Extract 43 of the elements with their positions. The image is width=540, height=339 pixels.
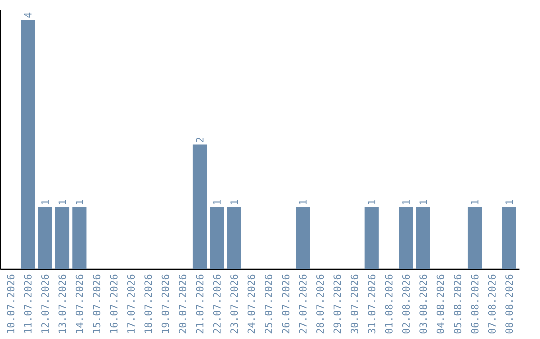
data-label: 1 [76, 200, 84, 204]
x-tick-label: 13.07.2026 [58, 274, 66, 333]
x-tick-label: 07.08.2026 [488, 274, 496, 334]
x-tick-label: 20.07.2026 [179, 274, 187, 334]
data-label: 1 [368, 200, 376, 204]
data-label: 1 [42, 200, 49, 204]
data-label: 4 [24, 12, 32, 18]
x-tick-label: 01.08.2026 [385, 274, 393, 334]
x-tick-label: 22.07.2026 [213, 274, 221, 334]
data-label: 1 [300, 200, 307, 204]
x-tick-label: 17.07.2026 [127, 274, 136, 333]
x-tick-label: 18.07.2026 [144, 274, 152, 333]
x-tick-label: 25.07.2026 [264, 274, 273, 334]
x-tick-label: 26.07.2026 [282, 274, 290, 334]
x-tick-label: 08.08.2026 [506, 274, 514, 334]
x-tick-label: 05.08.2026 [454, 274, 462, 334]
data-label: 2 [196, 138, 204, 142]
x-tick-label: 15.07.2026 [93, 274, 101, 333]
data-label: 1 [58, 200, 66, 204]
x-tick-label: 29.07.2026 [334, 274, 342, 334]
x-tick-label: 24.07.2026 [248, 274, 256, 334]
x-tick-label: 30.07.2026 [350, 274, 358, 334]
x-tick-label: 16.07.2026 [110, 274, 118, 333]
x-tick-label: 23.07.2026 [230, 274, 238, 334]
x-tick-label: 11.07.2026 [24, 274, 32, 333]
data-label: 1 [420, 200, 428, 204]
x-tick-label: 28.07.2026 [316, 274, 324, 334]
data-label: 1 [471, 200, 479, 204]
data-label: 1 [506, 200, 514, 204]
data-label: 1 [230, 200, 238, 204]
x-tick-label: 12.07.2026 [42, 274, 50, 333]
x-tick-label: 19.07.2026 [162, 274, 170, 333]
x-tick-label: 06.08.2026 [471, 274, 479, 334]
x-tick-label: 21.07.2026 [196, 274, 204, 334]
x-tick-label: 02.08.2026 [402, 274, 410, 334]
data-label: 1 [214, 200, 221, 204]
x-tick-label: 10.07.2026 [7, 274, 15, 333]
data-label: 1 [402, 200, 410, 204]
x-tick-label: 03.08.2026 [420, 274, 428, 334]
x-tick-label: 27.07.2026 [299, 274, 307, 334]
x-tick-label: 04.08.2026 [436, 274, 444, 334]
x-tick-label: 31.07.2026 [368, 274, 376, 334]
x-tick-label: 14.07.2026 [76, 274, 84, 333]
